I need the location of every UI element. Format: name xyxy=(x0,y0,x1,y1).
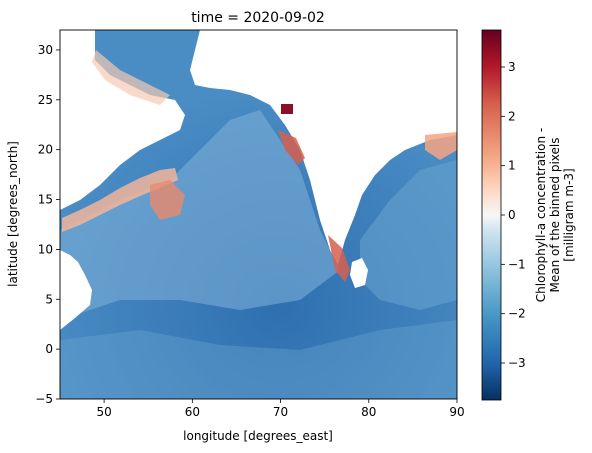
x-tick-label: 50 xyxy=(96,405,111,419)
india-land xyxy=(190,30,457,265)
colorbar-label-line-1: Chlorophyll-a concentration - xyxy=(534,128,548,302)
persian-gulf-mix xyxy=(92,50,170,105)
y-tick-label: 25 xyxy=(38,93,53,107)
plot-frame xyxy=(59,29,458,400)
colorbar-ticks: −3 −2 −1 0 1 2 3 xyxy=(501,60,526,370)
x-axis: 50 60 70 80 90 xyxy=(96,399,465,419)
colorbar-tick-label: −2 xyxy=(508,307,526,321)
y-tick-label: 5 xyxy=(45,292,53,306)
y-axis-label: latitude [degrees_north] xyxy=(6,141,20,287)
gujarat-coast-high xyxy=(278,130,305,165)
colorbar xyxy=(481,29,502,401)
sri-lanka-land xyxy=(350,258,368,288)
colorbar-tick-label: −3 xyxy=(508,356,526,370)
x-tick-label: 80 xyxy=(361,405,376,419)
oman-coast-high xyxy=(150,180,185,220)
y-tick-label: 0 xyxy=(45,342,53,356)
heatmap-area xyxy=(60,30,457,399)
x-tick-label: 70 xyxy=(273,405,288,419)
bay-light-band xyxy=(360,160,457,310)
arabian-sea-light-band xyxy=(60,110,340,320)
colorbar-tick-label: 3 xyxy=(508,60,516,74)
y-tick-label: 30 xyxy=(38,43,53,57)
colorbar-tick-label: 2 xyxy=(508,109,516,123)
y-tick-label: 15 xyxy=(38,193,53,207)
chart-title: time = 2020-09-02 xyxy=(191,10,325,26)
x-axis-label: longitude [degrees_east] xyxy=(183,429,333,443)
arabia-land xyxy=(60,30,185,210)
x-tick-label: 60 xyxy=(185,405,200,419)
colorbar-tick-label: 0 xyxy=(508,208,516,222)
equatorial-light-band xyxy=(60,320,457,399)
arabian-coast-high xyxy=(62,168,178,232)
x-tick-label: 90 xyxy=(449,405,464,419)
bay-head-high xyxy=(425,132,457,160)
colorbar-label-line-3: [milligram m-3] xyxy=(562,168,576,261)
colorbar-label: Chlorophyll-a concentration - Mean of th… xyxy=(534,128,576,302)
y-tick-label: −5 xyxy=(35,392,53,406)
colorbar-tick-label: 1 xyxy=(508,159,516,173)
gulf-of-kutch-hotspot xyxy=(281,104,293,114)
y-tick-label: 10 xyxy=(38,242,53,256)
colorbar-label-line-2: Mean of the binned pixels xyxy=(548,137,562,292)
colorbar-tick-label: −1 xyxy=(508,257,526,271)
africa-land xyxy=(60,250,92,330)
y-axis: −5 0 5 10 15 20 25 30 xyxy=(35,43,60,406)
south-india-coast-high xyxy=(328,235,350,282)
y-tick-label: 20 xyxy=(38,143,53,157)
